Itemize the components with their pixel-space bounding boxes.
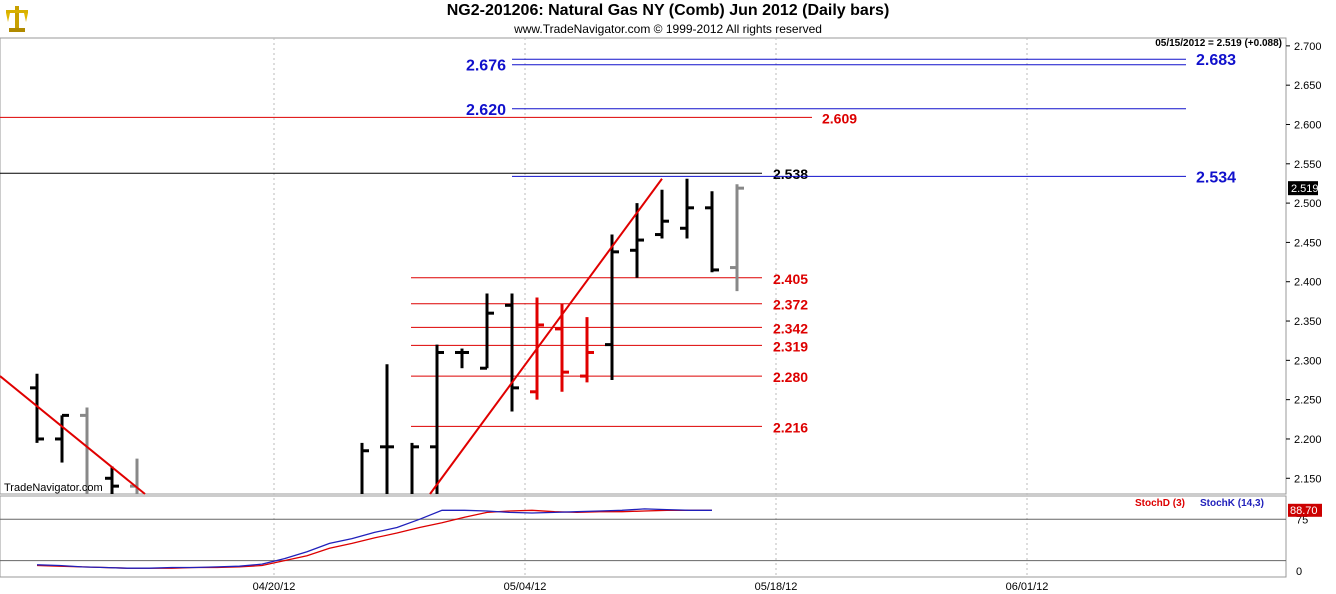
chart-title: NG2-201206: Natural Gas NY (Comb) Jun 20… bbox=[446, 2, 890, 19]
trend-line-up bbox=[429, 178, 663, 495]
y-tick-label: 2.300 bbox=[1294, 355, 1322, 367]
legend-stoch-d: StochD (3) bbox=[1135, 498, 1185, 509]
chart-subtitle: www.TradeNavigator.com © 1999-2012 All r… bbox=[514, 22, 822, 36]
level-label-2538: 2.538 bbox=[773, 166, 808, 182]
current-price-label: 2.519 bbox=[1291, 183, 1319, 195]
stoch-value-label: 88.70 bbox=[1290, 505, 1318, 517]
x-tick-label: 05/18/12 bbox=[755, 581, 798, 593]
y-tick-label: 2.150 bbox=[1294, 473, 1322, 485]
y-tick-label: 2.250 bbox=[1294, 395, 1322, 407]
level-label-2620: 2.620 bbox=[466, 102, 506, 119]
x-tick-label: 04/20/12 bbox=[253, 581, 296, 593]
y-tick-label: 2.450 bbox=[1294, 237, 1322, 249]
x-tick-label: 06/01/12 bbox=[1006, 581, 1049, 593]
y-tick-label: 2.350 bbox=[1294, 316, 1322, 328]
legend-stoch-k: StochK (14,3) bbox=[1200, 498, 1264, 509]
level-label-2405: 2.405 bbox=[773, 271, 808, 287]
level-label-2342: 2.342 bbox=[773, 320, 808, 336]
y-tick-label: 2.700 bbox=[1294, 41, 1322, 53]
level-label-2609: 2.609 bbox=[822, 110, 857, 126]
y-tick-label: 2.650 bbox=[1294, 80, 1322, 92]
current-price-tag bbox=[1288, 181, 1318, 196]
y-tick-label: 2.550 bbox=[1294, 159, 1322, 171]
stoch-y-tick-label: 0 bbox=[1296, 566, 1302, 578]
x-tick-label: 05/04/12 bbox=[504, 581, 547, 593]
level-label-2372: 2.372 bbox=[773, 297, 808, 313]
trade-navigator-logo-icon bbox=[6, 6, 28, 32]
level-label-2319: 2.319 bbox=[773, 338, 808, 354]
stochastic-pane-frame bbox=[0, 495, 1287, 578]
level-label-2676: 2.676 bbox=[466, 58, 506, 75]
y-tick-label: 2.400 bbox=[1294, 277, 1322, 289]
stoch-value-tag bbox=[1288, 503, 1322, 517]
y-tick-label: 2.600 bbox=[1294, 119, 1322, 131]
level-label-2280: 2.280 bbox=[773, 369, 808, 385]
level-label-2683: 2.683 bbox=[1196, 52, 1236, 69]
watermark-text: TradeNavigator.com bbox=[4, 482, 103, 494]
trend-line-down bbox=[0, 375, 146, 495]
y-tick-label: 2.200 bbox=[1294, 434, 1322, 446]
level-label-2216: 2.216 bbox=[773, 419, 808, 435]
stoch-series-line bbox=[36, 508, 712, 569]
last-quote: 05/15/2012 = 2.519 (+0.088) bbox=[1155, 38, 1282, 49]
level-label-2534: 2.534 bbox=[1196, 169, 1236, 186]
y-tick-label: 2.500 bbox=[1294, 198, 1322, 210]
stoch-y-tick-label: 75 bbox=[1296, 514, 1308, 526]
price-pane-frame bbox=[0, 37, 1287, 495]
